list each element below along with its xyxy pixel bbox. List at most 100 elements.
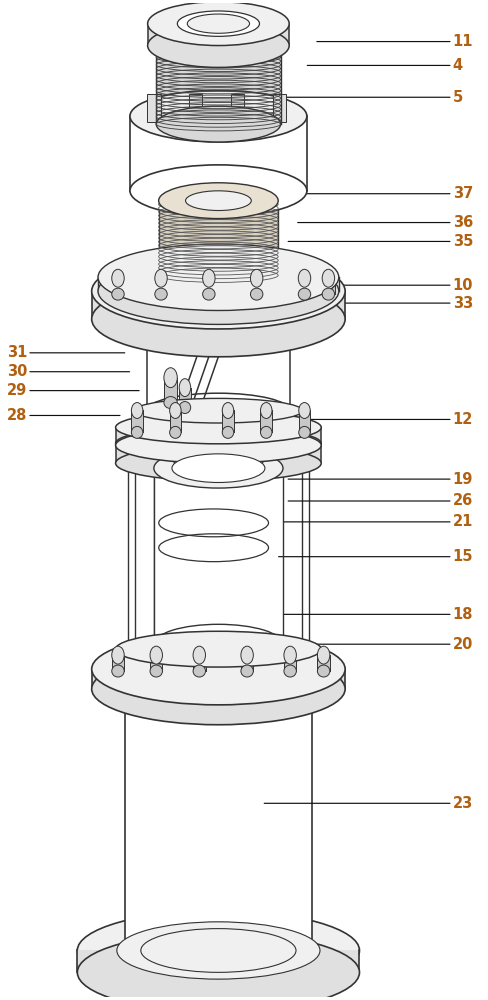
Ellipse shape xyxy=(146,303,289,339)
Polygon shape xyxy=(179,388,190,408)
Text: 18: 18 xyxy=(283,607,472,622)
Polygon shape xyxy=(91,669,345,689)
Polygon shape xyxy=(154,468,283,644)
Ellipse shape xyxy=(77,933,359,1000)
Ellipse shape xyxy=(298,288,310,300)
Text: 37: 37 xyxy=(306,186,472,201)
Ellipse shape xyxy=(115,445,321,481)
Ellipse shape xyxy=(260,426,271,438)
Ellipse shape xyxy=(284,665,296,677)
Text: 5: 5 xyxy=(273,90,462,105)
Ellipse shape xyxy=(284,646,296,664)
Polygon shape xyxy=(91,291,345,319)
Ellipse shape xyxy=(115,631,321,667)
Polygon shape xyxy=(156,43,280,124)
Polygon shape xyxy=(115,445,321,463)
Ellipse shape xyxy=(179,379,190,397)
Polygon shape xyxy=(322,278,334,294)
Ellipse shape xyxy=(112,288,124,300)
Polygon shape xyxy=(169,410,181,432)
Ellipse shape xyxy=(298,269,310,287)
Polygon shape xyxy=(202,278,215,294)
Ellipse shape xyxy=(130,90,306,142)
Ellipse shape xyxy=(112,646,124,664)
Polygon shape xyxy=(150,655,162,671)
Ellipse shape xyxy=(187,14,249,33)
Polygon shape xyxy=(155,278,167,294)
Polygon shape xyxy=(193,655,205,671)
Polygon shape xyxy=(115,427,321,443)
Text: 26: 26 xyxy=(287,493,472,508)
Ellipse shape xyxy=(298,426,309,438)
Text: 29: 29 xyxy=(7,383,139,398)
Polygon shape xyxy=(284,655,296,671)
Ellipse shape xyxy=(125,923,311,978)
Ellipse shape xyxy=(222,403,233,418)
Ellipse shape xyxy=(77,911,359,990)
Polygon shape xyxy=(158,201,278,275)
Ellipse shape xyxy=(115,649,321,685)
Ellipse shape xyxy=(156,106,280,142)
Ellipse shape xyxy=(148,668,288,710)
Ellipse shape xyxy=(163,368,177,388)
Ellipse shape xyxy=(193,665,205,677)
Ellipse shape xyxy=(98,258,338,324)
Bar xyxy=(230,94,244,122)
Bar xyxy=(272,94,286,122)
Ellipse shape xyxy=(169,403,181,418)
Ellipse shape xyxy=(131,403,142,418)
Polygon shape xyxy=(130,116,306,191)
Ellipse shape xyxy=(112,665,124,677)
Ellipse shape xyxy=(250,269,263,287)
Ellipse shape xyxy=(317,665,329,677)
Ellipse shape xyxy=(177,11,259,36)
Ellipse shape xyxy=(155,288,167,300)
Text: 35: 35 xyxy=(287,234,472,249)
Polygon shape xyxy=(250,278,263,294)
Polygon shape xyxy=(260,410,271,432)
Text: 19: 19 xyxy=(287,472,472,487)
Ellipse shape xyxy=(156,25,280,60)
Text: 21: 21 xyxy=(283,514,472,529)
Ellipse shape xyxy=(147,24,288,67)
Ellipse shape xyxy=(117,922,319,979)
Ellipse shape xyxy=(91,633,345,705)
Ellipse shape xyxy=(155,269,167,287)
Polygon shape xyxy=(112,278,124,294)
Text: 4: 4 xyxy=(306,58,462,73)
Ellipse shape xyxy=(131,426,142,438)
Ellipse shape xyxy=(91,281,345,357)
Ellipse shape xyxy=(250,288,263,300)
Text: 31: 31 xyxy=(7,345,124,360)
Ellipse shape xyxy=(98,244,338,310)
Ellipse shape xyxy=(158,257,278,293)
Polygon shape xyxy=(317,655,329,671)
Text: 36: 36 xyxy=(297,215,472,230)
Ellipse shape xyxy=(163,397,177,409)
Ellipse shape xyxy=(322,269,334,287)
Bar xyxy=(147,94,160,122)
Ellipse shape xyxy=(222,426,233,438)
Polygon shape xyxy=(241,655,253,671)
Polygon shape xyxy=(163,378,177,403)
Ellipse shape xyxy=(241,665,253,677)
Ellipse shape xyxy=(179,402,190,413)
Ellipse shape xyxy=(202,288,215,300)
Polygon shape xyxy=(77,950,359,972)
Ellipse shape xyxy=(202,269,215,287)
Polygon shape xyxy=(222,410,233,432)
Ellipse shape xyxy=(150,646,162,664)
Ellipse shape xyxy=(115,427,321,463)
Text: 30: 30 xyxy=(7,364,129,379)
Ellipse shape xyxy=(154,448,283,488)
Text: 23: 23 xyxy=(264,796,472,811)
Polygon shape xyxy=(112,655,124,671)
Text: 20: 20 xyxy=(283,637,472,652)
Polygon shape xyxy=(115,649,321,667)
Ellipse shape xyxy=(185,191,251,211)
Ellipse shape xyxy=(158,183,278,219)
Ellipse shape xyxy=(134,398,302,423)
Ellipse shape xyxy=(298,403,309,418)
Text: 12: 12 xyxy=(297,412,472,427)
Ellipse shape xyxy=(317,646,329,664)
